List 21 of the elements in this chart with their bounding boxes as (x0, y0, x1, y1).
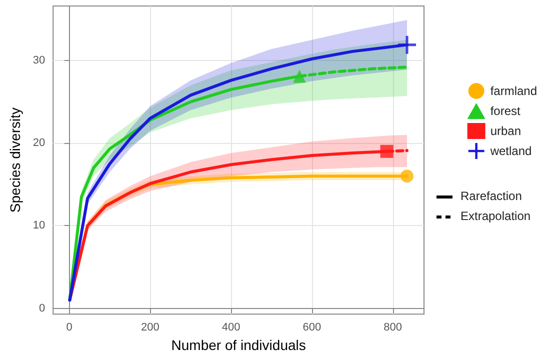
point (398, 36, 416, 54)
x-tick-label: 600 (302, 322, 322, 334)
y-tick-label: 10 (32, 220, 46, 232)
y-axis-title: Species diversity (7, 108, 23, 213)
x-axis-title: Number of individuals (171, 337, 306, 353)
x-tick-label: 0 (66, 322, 72, 334)
x-tick-label: 200 (141, 322, 160, 334)
y-tick-label: 30 (32, 54, 46, 67)
x-tick-label: 400 (222, 322, 240, 334)
y-tick-label: 20 (32, 137, 46, 150)
legend-label: urban (490, 124, 522, 138)
legend-label: farmland (490, 84, 537, 98)
point (292, 70, 306, 83)
point (400, 170, 414, 183)
x-tick-label: 800 (384, 322, 402, 334)
text: Rarefaction (460, 189, 522, 203)
point (380, 144, 394, 158)
legend-label: forest (490, 104, 521, 118)
text: Extrapolation (460, 209, 531, 223)
legend-label: wetland (489, 144, 532, 158)
y-tick-label: 0 (39, 302, 46, 314)
